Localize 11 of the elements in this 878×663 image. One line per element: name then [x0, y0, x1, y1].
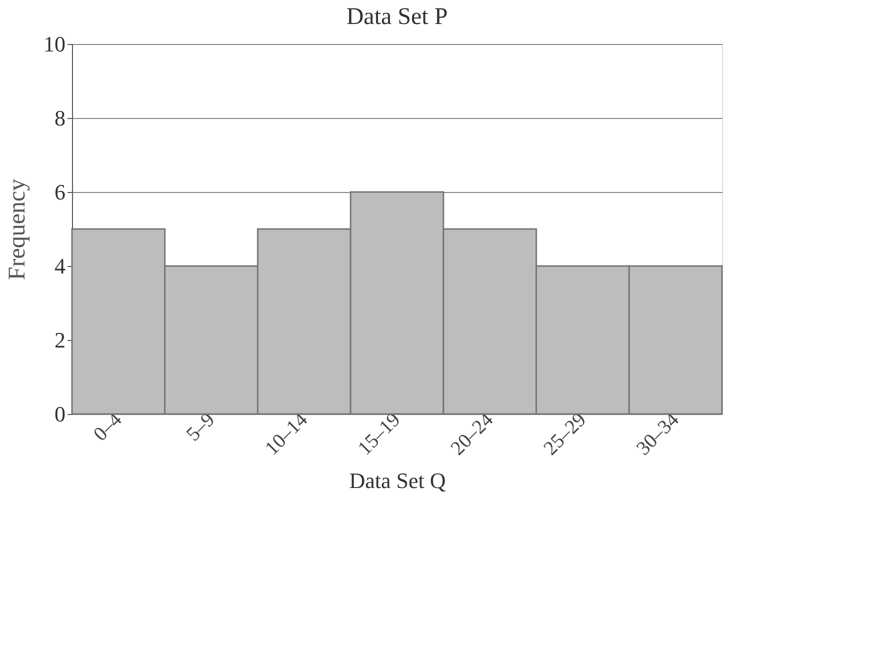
y-tick-label: 10: [44, 32, 66, 56]
x-axis-title: Data Set Q: [349, 468, 446, 493]
y-axis-title: Frequency: [4, 178, 30, 280]
x-tick-label: 0–4: [89, 408, 126, 446]
y-tick-label: 0: [54, 402, 66, 426]
y-tick-label: 8: [54, 106, 66, 130]
y-tick-label: 2: [54, 328, 66, 352]
y-tick-label: 4: [54, 254, 66, 278]
x-tick-label: 5–9: [182, 408, 220, 446]
chart-title: Data Set P: [346, 4, 448, 30]
y-tick-label: 6: [54, 180, 66, 204]
